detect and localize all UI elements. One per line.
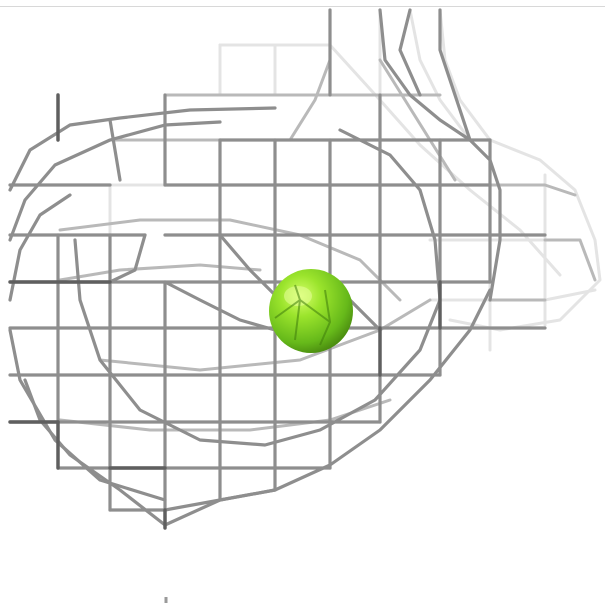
mesh-shadow-layer	[8, 93, 442, 530]
mesh-mid-layer	[56, 8, 597, 432]
green-sphere-icon[interactable]	[269, 269, 353, 353]
top-border	[0, 0, 605, 7]
mesh-front-layer	[8, 8, 547, 530]
